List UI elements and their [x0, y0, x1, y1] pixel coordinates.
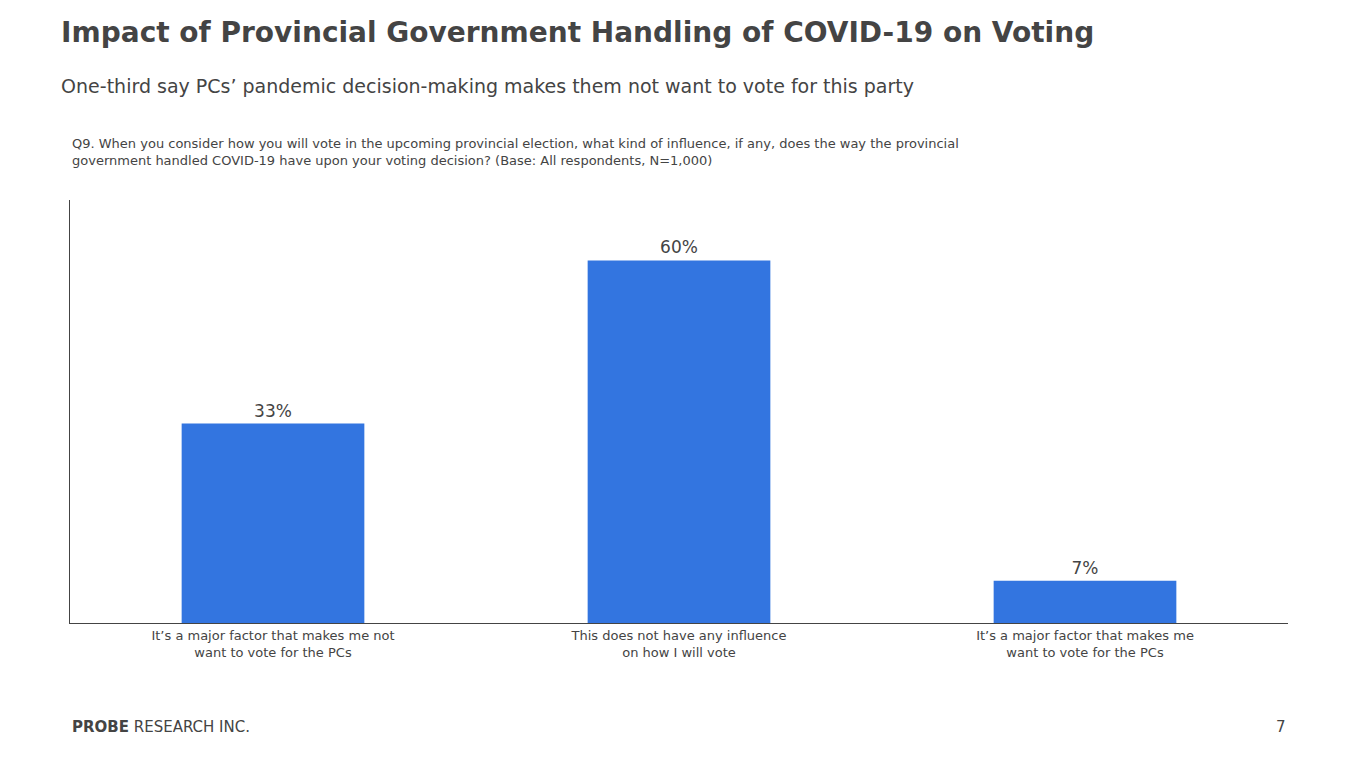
svg-text:60%: 60%: [660, 237, 698, 257]
svg-text:This does not have any influen: This does not have any influenceon how I…: [571, 628, 787, 660]
svg-text:PROBE RESEARCH INC.: PROBE RESEARCH INC.: [72, 718, 250, 736]
svg-text:Impact of Provincial Governmen: Impact of Provincial Government Handling…: [61, 16, 1094, 49]
svg-text:It’s a major factor that makes: It’s a major factor that makes me notwan…: [151, 628, 394, 660]
svg-text:It’s a major factor that makes: It’s a major factor that makes mewant to…: [976, 628, 1194, 660]
svg-text:Q9. When you consider how you: Q9. When you consider how you will vote …: [72, 136, 959, 168]
svg-text:7: 7: [1276, 718, 1286, 736]
svg-text:33%: 33%: [254, 401, 292, 421]
svg-text:7%: 7%: [1072, 558, 1099, 578]
svg-text:One-third say PCs’ pandemic de: One-third say PCs’ pandemic decision-mak…: [61, 75, 914, 97]
